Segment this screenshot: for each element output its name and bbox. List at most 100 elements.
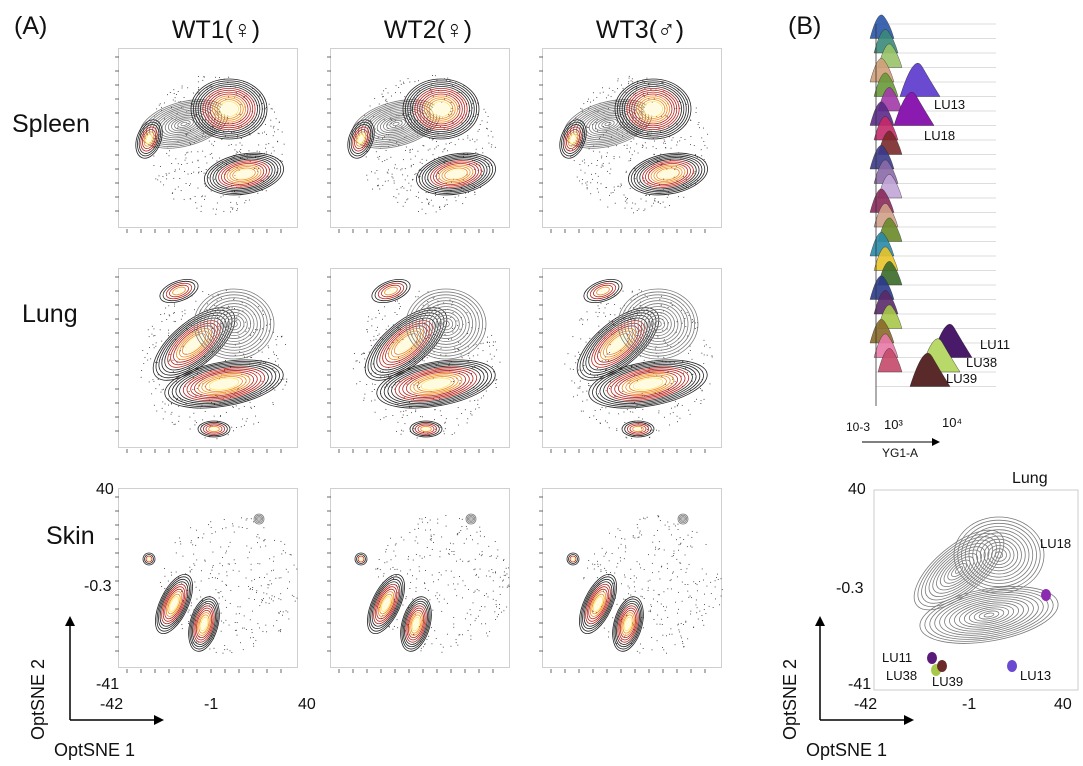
contour-dot — [566, 552, 580, 566]
contour-right — [400, 596, 432, 652]
hist-x-tick-2: 10³ — [884, 417, 903, 432]
tsne-plot-spleen-wt2 — [327, 48, 510, 233]
contour-lower — [628, 152, 708, 196]
hist-label-lu38: LU38 — [966, 355, 998, 370]
row-title-spleen: Spleen — [12, 110, 90, 138]
axis-ticks — [327, 496, 494, 673]
contour-core — [405, 288, 487, 360]
tsne-label-lu13: LU13 — [1020, 668, 1052, 683]
y-tick-mid: -0.3 — [84, 578, 112, 595]
tsne-plot-skin-wt3 — [539, 488, 723, 673]
b-y-tick-mid: -0.3 — [836, 580, 864, 597]
contour-left — [579, 574, 617, 634]
axis-ticks — [539, 56, 706, 233]
contour-left — [155, 574, 193, 634]
tsne-plot-spleen-wt3 — [539, 48, 722, 233]
tsne-plot-lung-wt2 — [327, 268, 510, 453]
x-axis-title-b: OptSNE 1 — [806, 740, 888, 760]
column-title-wt3: WT3(♂) — [595, 16, 685, 44]
contour-main — [190, 78, 268, 140]
hist-label-lu13: LU13 — [934, 97, 966, 112]
tsne-plot-spleen-wt1 — [115, 48, 298, 233]
b-y-tick-bottom: -41 — [848, 676, 872, 693]
contour-dot — [354, 552, 368, 566]
tsne-label-lu38: LU38 — [886, 668, 918, 683]
hist-x-tick-3: 10⁴ — [942, 415, 963, 430]
contour-main — [402, 78, 480, 140]
tsne-label-lu18: LU18 — [1040, 536, 1072, 551]
contour-arc — [563, 99, 653, 149]
contour-top — [583, 278, 623, 304]
axis-ticks — [539, 496, 706, 673]
x-tick-left: -42 — [100, 696, 124, 713]
axis-ticks — [327, 56, 494, 233]
tsne-plot-skin-wt2 — [327, 488, 510, 673]
contour-bottom — [409, 420, 443, 438]
column-title-wt2: WT2(♀) — [383, 16, 473, 44]
contour-bottom — [621, 420, 655, 438]
contour-side — [347, 119, 375, 159]
axis-ticks — [115, 496, 282, 673]
lung-tsne-plot — [873, 489, 1079, 691]
y-axis-title-a: OptSNE 2 — [28, 658, 48, 740]
axis-ticks — [115, 56, 282, 233]
axis-arrows-b — [815, 616, 914, 725]
hist-label-lu11: LU11 — [980, 337, 1011, 352]
contour-lower — [164, 359, 284, 409]
y-tick-bottom: -41 — [96, 676, 120, 693]
contour-side — [559, 119, 587, 159]
contour-lower — [416, 152, 496, 196]
panel-b-letter: (B) — [788, 12, 822, 40]
scatter-points — [375, 515, 510, 653]
contour-core — [193, 288, 275, 360]
b-x-tick-left: -42 — [854, 696, 878, 713]
contour-dot — [677, 513, 689, 525]
x-axis-title-a: OptSNE 1 — [54, 740, 136, 760]
hist-label-lu39: LU39 — [946, 371, 978, 386]
tsne-plot-lung-wt3 — [539, 268, 722, 453]
b-x-tick-right: 40 — [1054, 696, 1072, 713]
tsne-label-lu39: LU39 — [932, 674, 964, 689]
contour-right — [612, 596, 644, 652]
cluster-highlights — [927, 589, 1051, 676]
tsne-label-lu11: LU11 — [882, 650, 913, 665]
contour-lower — [204, 152, 284, 196]
contour-bottom — [197, 420, 231, 438]
ridgeline-histogram — [869, 14, 996, 406]
y-axis-title-b: OptSNE 2 — [780, 658, 800, 740]
gray-contour-core — [953, 516, 1045, 594]
tsne-plot-lung-wt1 — [115, 268, 298, 453]
contour-top — [159, 278, 199, 304]
lung-tsne-title: Lung — [1012, 470, 1048, 487]
axis-arrows-a — [65, 616, 164, 725]
column-title-wt1: WT1(♀) — [171, 16, 261, 44]
axis-ticks — [327, 276, 494, 453]
row-title-lung: Lung — [22, 300, 78, 328]
contour-lower — [588, 359, 708, 409]
contour-lower — [376, 359, 496, 409]
tsne-plot-skin-wt1 — [115, 488, 298, 673]
row-title-skin: Skin — [46, 522, 95, 550]
contour-top — [371, 278, 411, 304]
contour-side — [135, 119, 163, 159]
hist-x-axis-title: YG1-A — [882, 446, 919, 460]
axis-ticks — [539, 276, 706, 453]
contour-core — [617, 288, 699, 360]
hist-x-tick-1: 10-3 — [846, 420, 871, 434]
contour-main — [614, 78, 692, 140]
b-y-tick-top: 40 — [848, 481, 866, 498]
b-x-tick-mid: -1 — [962, 696, 977, 713]
scatter-points — [159, 517, 298, 654]
y-tick-top: 40 — [96, 481, 114, 498]
histogram-ridges — [869, 14, 996, 406]
contour-dot — [253, 513, 265, 525]
hist-label-lu18: LU18 — [924, 128, 956, 143]
x-tick-right: 40 — [298, 696, 316, 713]
gray-contour-upper — [913, 529, 1005, 611]
contour-right — [188, 596, 220, 652]
contour-dot — [142, 552, 156, 566]
axis-ticks — [115, 276, 282, 453]
gray-contour-lower — [919, 586, 1059, 644]
panel-a-letter: (A) — [14, 12, 48, 40]
contour-dot — [465, 513, 477, 525]
